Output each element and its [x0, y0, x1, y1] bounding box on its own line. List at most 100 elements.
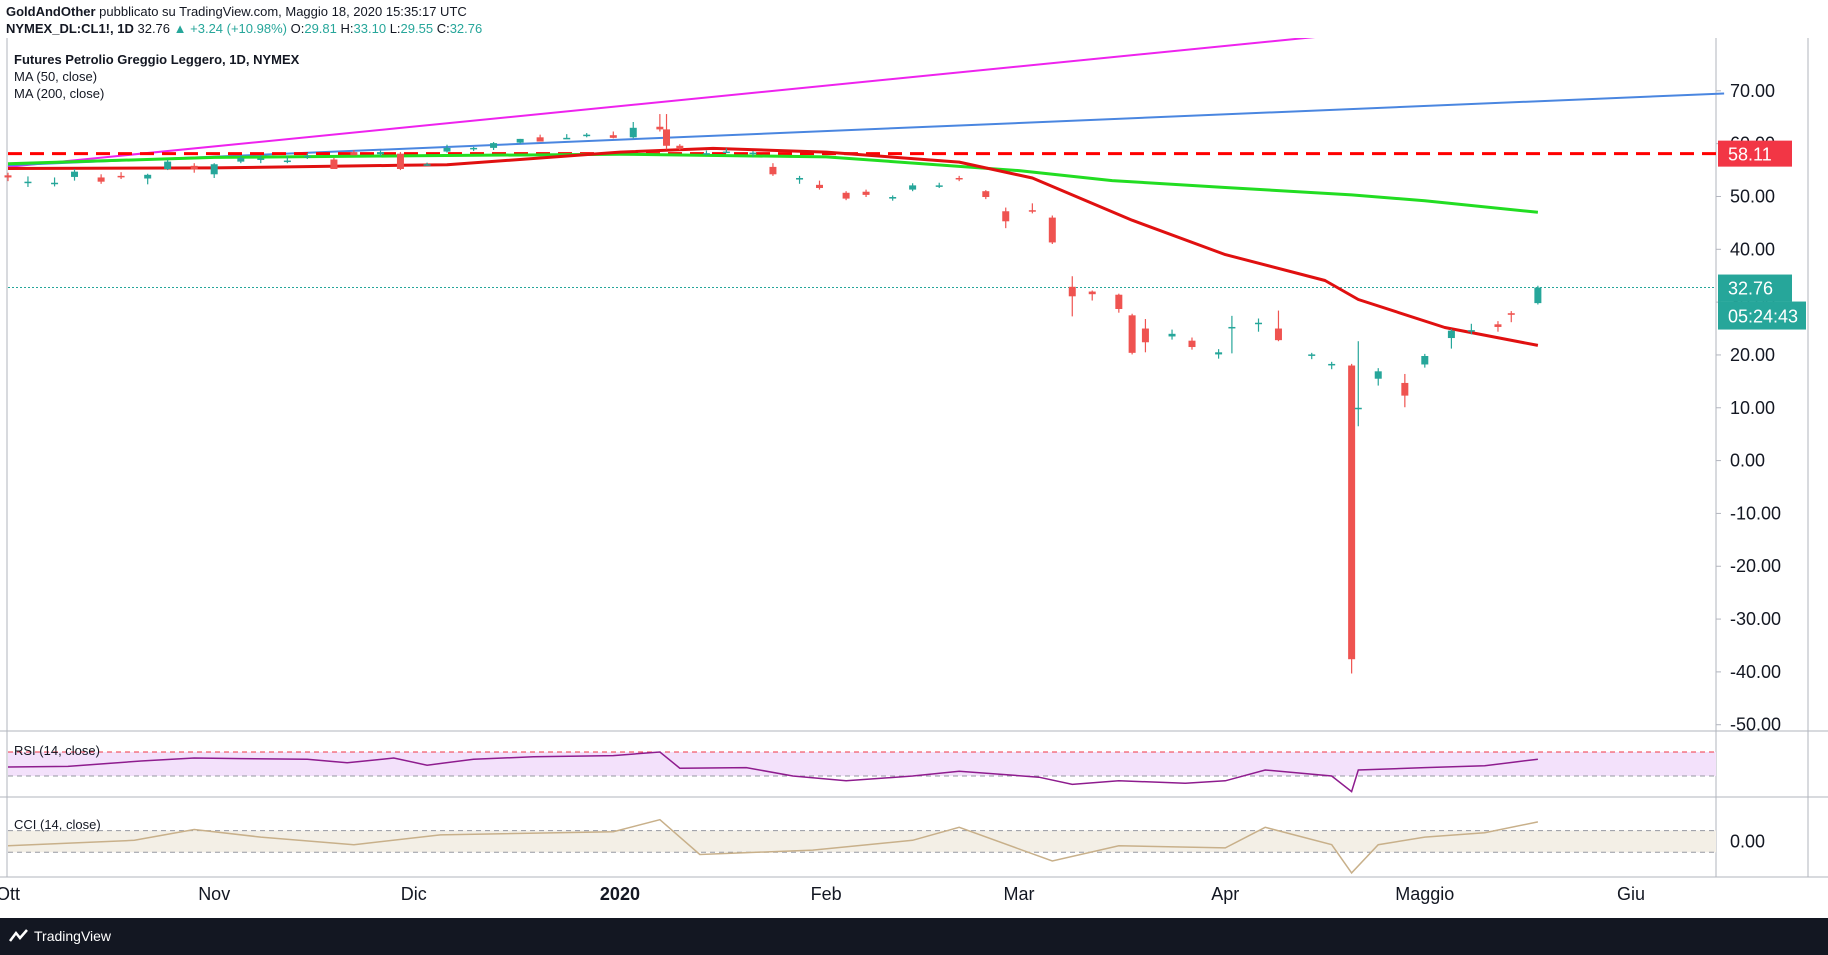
cci-line: [7, 818, 1539, 875]
high-label: H:: [340, 21, 354, 36]
last-price-label: 32.76: [1728, 279, 1773, 299]
candle-body: [1467, 330, 1475, 332]
candle-body: [423, 164, 431, 166]
candle-body: [190, 165, 198, 170]
ma50-legend[interactable]: MA (50, close): [14, 69, 98, 84]
candle-body: [935, 185, 943, 187]
candle-body: [71, 171, 79, 177]
candle-body: [1308, 354, 1316, 356]
candle-body: [563, 137, 571, 140]
candle-body: [97, 177, 105, 182]
candle-body: [663, 129, 671, 146]
candle-body: [330, 159, 338, 170]
y-tick-label: -30.00: [1730, 609, 1781, 629]
last-price: 32.76: [137, 21, 171, 36]
candle-body: [889, 197, 897, 199]
candle-body: [237, 157, 245, 162]
candle-body: [210, 164, 218, 175]
candle-body: [1068, 286, 1076, 297]
candle-body: [51, 182, 59, 185]
low-value: 29.55: [400, 21, 434, 36]
candle-body: [257, 158, 265, 160]
candle-body: [1401, 382, 1409, 396]
open-value: 29.81: [304, 21, 337, 36]
candle-body: [1188, 340, 1196, 348]
rsi-line: [7, 751, 1538, 793]
symbol-label: NYMEX_DL:CL1!, 1D: [6, 21, 134, 36]
candle-body: [749, 152, 757, 155]
candle-body: [1228, 326, 1236, 329]
candle-body: [1494, 324, 1502, 327]
candle-body: [1255, 322, 1263, 325]
x-tick-label: Giu: [1617, 884, 1645, 904]
candle-body: [1507, 313, 1515, 315]
footer-bar: TradingView: [0, 918, 1828, 955]
y-tick-label: -50.00: [1730, 715, 1781, 735]
tradingview-logo-icon: [9, 929, 28, 942]
candle-body: [722, 151, 730, 154]
candle-body: [1215, 352, 1223, 355]
candle-body: [609, 135, 617, 138]
countdown-label: 05:24:43: [1728, 307, 1798, 327]
candle-body: [955, 177, 963, 180]
low-label: L:: [389, 21, 401, 36]
candle-body: [443, 147, 451, 152]
candle-body: [24, 181, 32, 184]
rsi-legend[interactable]: RSI (14, close): [14, 743, 100, 758]
candle-body: [1534, 287, 1542, 304]
cci-legend[interactable]: CCI (14, close): [14, 817, 101, 832]
candle-body: [1028, 210, 1036, 212]
close-label: C:: [436, 21, 450, 36]
candle-body: [676, 145, 684, 149]
candle-body: [516, 138, 524, 143]
candle-body: [4, 175, 12, 178]
candle-body: [1374, 371, 1382, 379]
rsi-band-fill: [8, 752, 1716, 776]
candle-body: [1354, 407, 1362, 410]
footer-brand[interactable]: TradingView: [34, 928, 112, 944]
price-chart[interactable]: 70.0060.0050.0040.0030.0020.0010.000.00-…: [0, 38, 1828, 918]
candle-body: [283, 160, 291, 163]
x-tick-label: Apr: [1211, 884, 1239, 904]
candle-body: [144, 174, 152, 179]
ma50-line: [7, 146, 1539, 347]
x-tick-label: Ott: [0, 884, 20, 904]
candle-body: [702, 153, 710, 155]
chart-title: Futures Petrolio Greggio Leggero, 1D, NY…: [14, 52, 300, 67]
candle-body: [350, 152, 358, 156]
candle-body: [1048, 217, 1056, 243]
candle-body: [816, 184, 823, 189]
author-name[interactable]: GoldAndOther: [6, 4, 96, 19]
x-tick-label: Feb: [811, 884, 842, 904]
close-value: 32.76: [449, 21, 483, 36]
candle-body: [303, 155, 311, 158]
candle-body: [1141, 328, 1149, 343]
symbol-info: NYMEX_DL:CL1!, 1D 32.76 ▲ +3.24 (+10.98%…: [6, 21, 482, 36]
candle-body: [1168, 333, 1176, 337]
x-tick-label: Mar: [1004, 884, 1035, 904]
x-tick-label: Maggio: [1395, 884, 1454, 904]
candle-body: [1274, 328, 1282, 341]
level-price-label: 58.11: [1728, 145, 1772, 165]
y-tick-label: 10.00: [1730, 398, 1775, 418]
trendline: [7, 38, 1316, 168]
publish-info: GoldAndOther pubblicato su TradingView.c…: [6, 4, 467, 19]
y-tick-label: 70.00: [1730, 81, 1775, 101]
candle-body: [1002, 211, 1010, 222]
candle-body: [1328, 363, 1336, 366]
candle-body: [536, 137, 544, 142]
ma200-legend[interactable]: MA (200, close): [14, 86, 105, 101]
candle-body: [1421, 356, 1429, 365]
high-value: 33.10: [353, 21, 387, 36]
candle-body: [982, 191, 990, 198]
y-tick-label: -20.00: [1730, 556, 1781, 576]
last-price-tag: [1718, 274, 1792, 302]
candle-body: [1128, 315, 1136, 353]
ma200-line: [7, 152, 1539, 214]
level-price-tag: [1718, 140, 1792, 167]
candle-body: [909, 185, 917, 190]
candle-body: [862, 191, 870, 195]
candle-body: [1447, 330, 1455, 339]
publish-text: pubblicato su TradingView.com, Maggio 18…: [99, 4, 467, 19]
